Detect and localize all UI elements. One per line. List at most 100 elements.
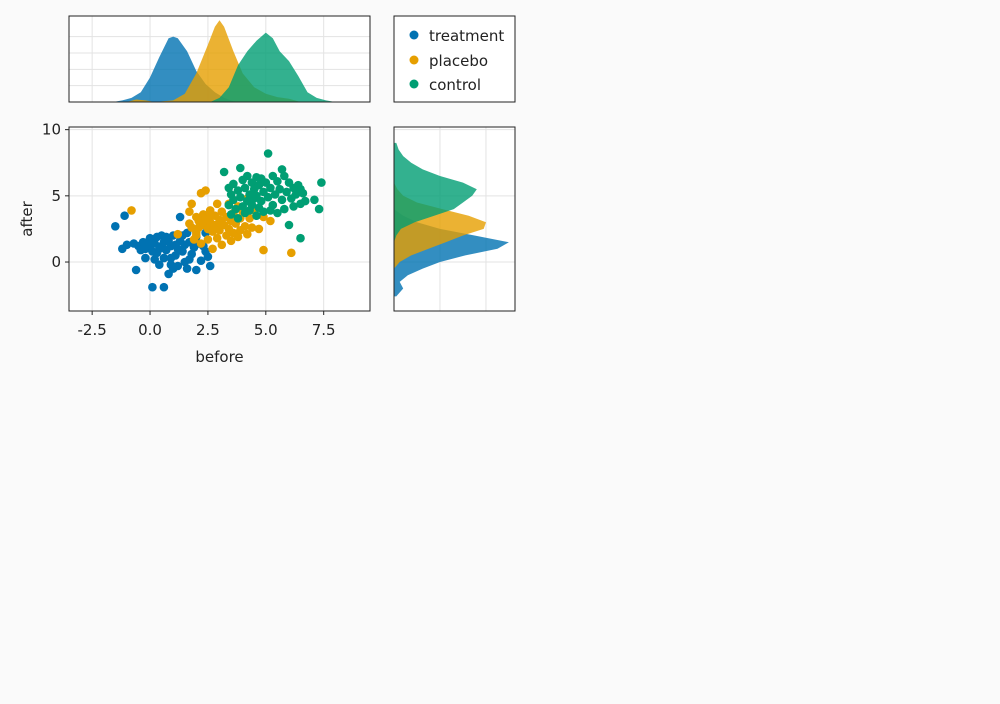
scatter-point-treatment	[205, 261, 215, 271]
scatter-point-control	[266, 183, 275, 193]
x-tick-label: 0.0	[138, 321, 162, 339]
scatter-point-placebo	[226, 236, 236, 246]
density-x-treatment	[113, 36, 243, 102]
scatter-point-control	[231, 204, 240, 214]
scatter-panel: -2.5 0.0 2.5 5.0 7.5 0 5 10 before after	[18, 121, 371, 366]
scatter-point-placebo	[203, 235, 213, 244]
scatter-grid	[69, 127, 370, 311]
scatter-point-treatment	[178, 247, 187, 256]
scatter-point-placebo	[196, 239, 206, 248]
scatter-point-placebo	[287, 248, 296, 258]
scatter-point-placebo	[217, 219, 227, 228]
scatter-point-placebo	[208, 244, 217, 254]
legend-item-treatment: treatment	[409, 27, 504, 45]
scatter-point-control	[300, 196, 310, 206]
scatter-point-placebo	[208, 227, 217, 236]
scatter-point-control	[289, 202, 298, 211]
scatter-point-treatment	[141, 253, 150, 263]
scatter-point-placebo	[233, 232, 243, 242]
scatter-point-treatment	[182, 264, 192, 273]
scatter-point-control	[259, 207, 268, 216]
scatter-point-placebo	[127, 206, 136, 215]
scatter-point-control	[252, 211, 261, 220]
scatter-point-control	[282, 187, 291, 197]
legend: treatment placebo control	[393, 15, 516, 103]
scatter-point-treatment	[136, 245, 146, 255]
scatter-point-control	[284, 220, 294, 230]
legend-label-treatment: treatment	[429, 27, 504, 45]
scatter-point-control	[254, 180, 264, 190]
scatter-point-control	[317, 178, 326, 187]
scatter-point-placebo	[185, 207, 194, 216]
scatter-point-control	[236, 163, 245, 173]
scatter-point-placebo	[266, 216, 275, 226]
scatter-point-treatment	[166, 260, 176, 270]
x-axis-label: before	[195, 348, 243, 366]
scatter-point-placebo	[259, 245, 268, 255]
scatter-point-control	[233, 214, 243, 223]
y-axis-ticks: 0 5 10	[42, 121, 69, 271]
legend-item-control: control	[409, 76, 481, 94]
scatter-point-treatment	[203, 252, 213, 261]
scatter-points	[111, 149, 326, 292]
scatter-point-placebo	[187, 199, 196, 209]
scatter-point-control	[277, 165, 287, 174]
scatter-point-control	[240, 183, 250, 193]
legend-marker-placebo	[409, 55, 419, 65]
scatter-point-treatment	[148, 282, 157, 292]
scatter-point-control	[273, 177, 282, 186]
scatter-point-treatment	[173, 261, 183, 271]
y-axis-label: after	[18, 200, 36, 236]
density-x-placebo	[126, 20, 301, 102]
scatter-point-placebo	[247, 223, 257, 232]
scatter-point-placebo	[243, 229, 252, 239]
scatter-point-control	[273, 208, 282, 218]
right-density-curves	[394, 142, 509, 297]
scatter-point-treatment	[159, 282, 169, 292]
x-tick-label: 5.0	[254, 321, 278, 339]
scatter-point-treatment	[159, 253, 169, 263]
y-tick-label: 10	[42, 121, 61, 139]
legend-marker-treatment	[409, 30, 419, 40]
scatter-point-control	[252, 191, 261, 201]
scatter-point-control	[275, 184, 285, 194]
top-density-panel	[68, 15, 371, 103]
scatter-point-control	[247, 200, 257, 210]
scatter-point-control	[243, 171, 252, 181]
scatter-point-control	[268, 200, 278, 210]
scatter-point-treatment	[131, 265, 141, 275]
scatter-point-placebo	[201, 186, 210, 195]
scatter-point-treatment	[185, 255, 194, 264]
scatter-point-placebo	[254, 224, 264, 234]
scatter-point-control	[296, 233, 305, 243]
x-axis-ticks: -2.5 0.0 2.5 5.0 7.5	[78, 311, 336, 339]
scatter-point-placebo	[173, 229, 183, 239]
scatter-point-placebo	[240, 222, 250, 231]
scatter-point-treatment	[196, 256, 206, 266]
legend-label-placebo: placebo	[429, 52, 488, 70]
scatter-point-control	[236, 192, 245, 202]
scatter-point-control	[310, 195, 319, 205]
scatter-point-control	[219, 167, 229, 177]
scatter-point-control	[229, 195, 238, 205]
legend-item-placebo: placebo	[409, 52, 488, 70]
scatter-point-placebo	[192, 231, 201, 240]
x-tick-label: -2.5	[78, 321, 107, 339]
legend-label-control: control	[429, 76, 481, 94]
scatter-point-placebo	[212, 233, 222, 243]
legend-marker-control	[409, 79, 419, 89]
scatter-point-control	[296, 184, 305, 194]
top-density-curves	[113, 20, 336, 102]
scatter-point-treatment	[111, 222, 120, 231]
y-tick-label: 5	[51, 187, 61, 205]
scatter-point-treatment	[171, 251, 180, 260]
scatter-point-control	[280, 204, 289, 214]
scatter-point-control	[263, 149, 273, 158]
density-y-control	[394, 142, 477, 243]
x-tick-label: 2.5	[196, 321, 220, 339]
scatter-point-treatment	[192, 265, 201, 275]
scatter-point-placebo	[212, 199, 222, 209]
scatter-point-control	[263, 192, 273, 202]
right-density-panel	[393, 126, 516, 312]
